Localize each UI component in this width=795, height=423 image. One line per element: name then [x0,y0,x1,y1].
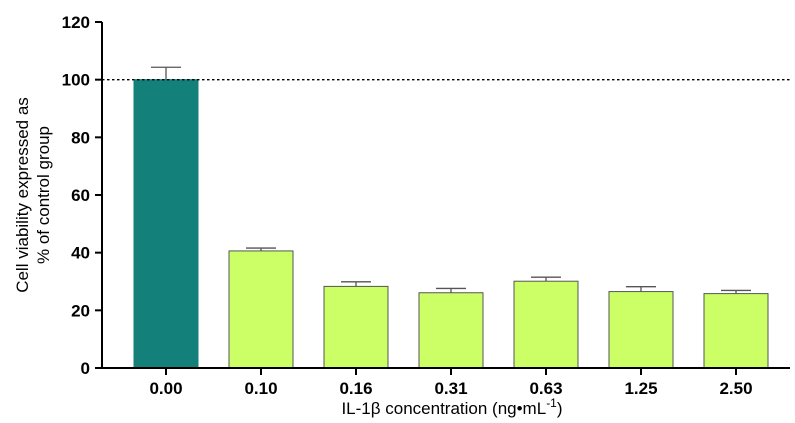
y-tick-label-80: 80 [71,128,90,147]
x-tick-label-0.00: 0.00 [149,379,182,398]
y-axis-title-line1: Cell viability expressed as [13,97,32,293]
bar-2.50 [703,293,769,369]
y-tick-label-20: 20 [71,301,90,320]
bar-0.00 [133,79,199,369]
y-tick-label-100: 100 [62,71,90,90]
x-tick-label-0.10: 0.10 [244,379,277,398]
y-axis-title-line2: % of control group [34,126,53,264]
x-tick-label-0.16: 0.16 [339,379,372,398]
x-axis-title: IL-1β concentration (ng•mL-1) [341,396,562,418]
y-tick-label-60: 60 [71,186,90,205]
y-tick-label-120: 120 [62,13,90,32]
y-tick-label-40: 40 [71,244,90,263]
x-tick-label-2.50: 2.50 [719,379,752,398]
y-tick-label-0: 0 [81,359,90,378]
x-tick-label-0.63: 0.63 [529,379,562,398]
bars-group [133,66,769,369]
x-axis-title-superscript: -1 [546,396,557,410]
bar-0.16 [323,285,389,369]
bar-0.10 [228,250,294,369]
x-axis-title-main: IL-1β concentration (ng•mL [341,399,546,418]
x-tick-label-0.31: 0.31 [434,379,467,398]
bar-1.25 [608,291,674,369]
x-axis-title-suffix: ) [557,399,563,418]
bar-0.31 [418,292,484,369]
x-tick-label-1.25: 1.25 [624,379,657,398]
bar-0.63 [513,280,579,369]
y-axis: 0 20 40 60 80 100 120 [62,13,103,378]
x-axis: 0.00 0.10 0.16 0.31 0.63 1.25 2.50 [101,367,790,398]
